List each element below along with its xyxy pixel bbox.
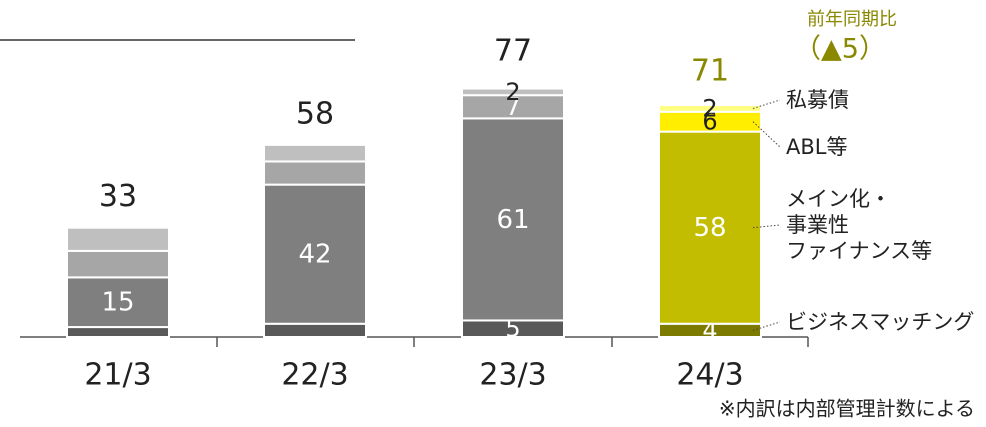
bar-segment — [658, 104, 762, 113]
bar-segment — [66, 326, 170, 338]
data-label: 58 — [693, 213, 726, 243]
bar-segment — [263, 322, 367, 338]
bar-segment — [263, 160, 367, 186]
bar-segment — [461, 117, 565, 322]
x-tick-label: 23/3 — [479, 358, 546, 393]
bar-segment — [658, 130, 762, 325]
data-label: 5 — [505, 315, 520, 343]
bar-segment — [461, 87, 565, 97]
legend-label: 私募債 — [786, 88, 849, 112]
leader-line — [752, 321, 781, 331]
x-tick-label: 22/3 — [281, 358, 348, 393]
data-label: 61 — [496, 205, 529, 235]
footnote: ※内訳は内部管理計数による — [719, 397, 975, 421]
data-label: 2 — [702, 94, 717, 122]
total-label: 77 — [494, 33, 532, 68]
legend-label: ABL等 — [786, 135, 848, 159]
data-label: 2 — [505, 78, 520, 106]
x-tick-label: 21/3 — [84, 358, 151, 393]
bar-segment — [66, 249, 170, 279]
leader-line — [752, 121, 781, 148]
leader-line — [752, 224, 781, 229]
total-label: 58 — [296, 96, 334, 131]
bar-segment — [263, 143, 367, 163]
total-label: 33 — [99, 179, 137, 214]
bar-segment — [66, 226, 170, 252]
annotation-value: （▲5） — [794, 34, 886, 65]
total-label: 71 — [691, 53, 729, 88]
data-label: 42 — [298, 240, 331, 270]
legend-label: ビジネスマッチング — [786, 310, 975, 334]
data-label: 6 — [702, 108, 717, 136]
legend-label: メイン化・ 事業性 ファイナンス等 — [786, 187, 933, 263]
data-label: 7 — [505, 93, 520, 121]
annotation-title: 前年同期比 — [807, 9, 897, 30]
leader-line — [752, 99, 781, 109]
x-tick-label: 24/3 — [676, 358, 743, 393]
data-label: 15 — [101, 288, 134, 318]
bar-segment — [66, 276, 170, 329]
